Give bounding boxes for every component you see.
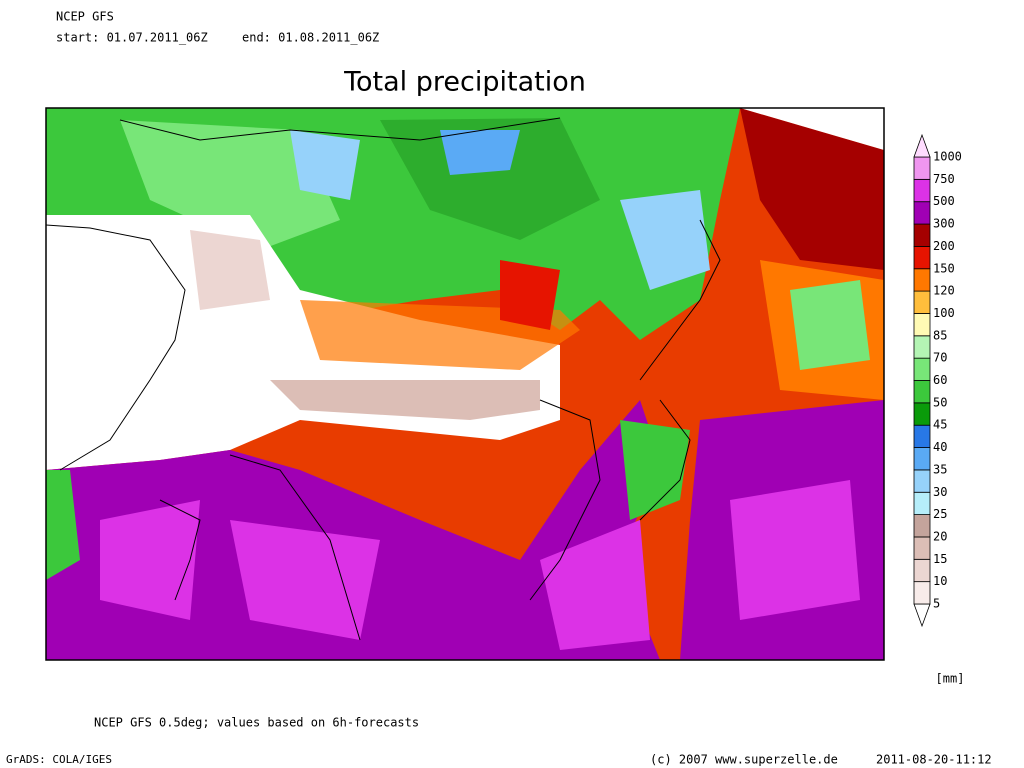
colorbar-box xyxy=(913,380,931,404)
colorbar-label: 30 xyxy=(933,485,947,499)
map-title: Total precipitation xyxy=(343,67,586,98)
map-frame xyxy=(45,107,885,661)
colorbar-box xyxy=(913,558,931,583)
colorbar-box xyxy=(913,581,931,605)
copyright: (c) 2007 www.superzelle.de xyxy=(650,753,838,767)
colorbar-label: 15 xyxy=(933,552,947,566)
colorbar-box xyxy=(913,156,931,180)
colorbar-label: 10 xyxy=(933,574,947,588)
colorbar-label: 100 xyxy=(933,306,955,320)
colorbar-label: 50 xyxy=(933,395,947,409)
colorbar-box xyxy=(913,335,931,359)
colorbar-box xyxy=(913,268,931,292)
colorbar-box xyxy=(913,491,931,516)
colorbar-box xyxy=(913,245,931,270)
colorbar-label: 60 xyxy=(933,373,947,387)
colorbar-label: 70 xyxy=(933,351,947,365)
colorbar-box xyxy=(913,402,931,426)
colorbar-label: 750 xyxy=(933,172,955,186)
colorbar-label: 120 xyxy=(933,284,955,298)
colorbar-label: 200 xyxy=(933,239,955,253)
colorbar-box xyxy=(913,313,931,337)
colorbar-label: 35 xyxy=(933,462,947,476)
model-label: NCEP GFS xyxy=(56,10,114,24)
colorbar-box xyxy=(913,469,931,493)
colorbar-above xyxy=(913,133,931,158)
colorbar-label: 500 xyxy=(933,194,955,208)
colorbar-box xyxy=(913,178,931,203)
colorbar-box xyxy=(913,447,931,471)
colorbar: 5 10 15 20 25 30 35 40 45 50 60 70 85 100 120 150 200 300… xyxy=(913,133,962,628)
unit-label: [mm] xyxy=(936,672,965,686)
colorbar-label: 20 xyxy=(933,529,947,543)
colorbar-box xyxy=(913,536,931,560)
colorbar-label: 150 xyxy=(933,261,955,275)
colorbar-label: 1000 xyxy=(933,150,962,164)
colorbar-label: 85 xyxy=(933,328,947,342)
start-label: start: 01.07.2011_06Z xyxy=(56,31,208,45)
timestamp: 2011-08-20-11:12 xyxy=(876,753,992,767)
end-label: end: 01.08.2011_06Z xyxy=(242,31,379,45)
colorbar-box xyxy=(913,201,931,225)
colorbar-label: 40 xyxy=(933,440,947,454)
colorbar-label: 300 xyxy=(933,217,955,231)
colorbar-label: 5 xyxy=(933,597,940,611)
precipitation-map xyxy=(46,108,884,660)
colorbar-box xyxy=(913,357,931,381)
data-note: NCEP GFS 0.5deg; values based on 6h-fore… xyxy=(94,716,419,730)
colorbar-label: 45 xyxy=(933,418,947,432)
colorbar-box xyxy=(913,514,931,538)
colorbar-box xyxy=(913,223,931,247)
colorbar-box xyxy=(913,424,931,448)
colorbar-label: 25 xyxy=(933,507,947,521)
software-credit: GrADS: COLA/IGES xyxy=(6,753,112,766)
colorbar-box xyxy=(913,290,931,314)
colorbar-below xyxy=(913,603,931,628)
